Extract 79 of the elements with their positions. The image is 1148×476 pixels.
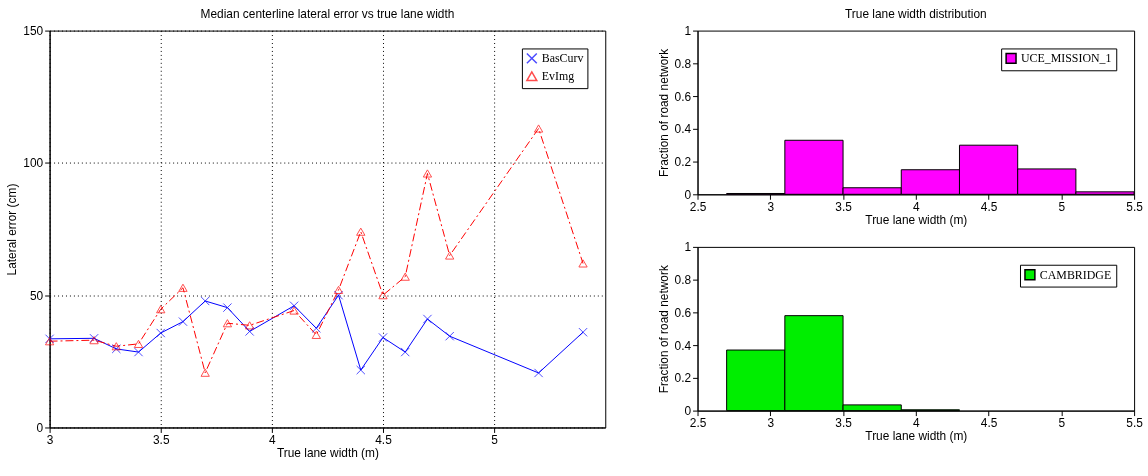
point (222, 319, 233, 328)
x-tick-label: 3.5 (152, 432, 170, 447)
point (289, 306, 299, 315)
legend-label: UCE_MISSION_1 (1021, 51, 1112, 66)
point (400, 272, 410, 281)
y-tick-label: 150 (23, 24, 44, 39)
x-tick-label: 4.5 (980, 199, 998, 214)
point (445, 331, 455, 341)
point (200, 368, 210, 377)
y-axis-title: Lateral error (cm) (5, 183, 20, 276)
point (422, 314, 433, 324)
y-tick-label: 0 (36, 420, 44, 435)
x-axis-title: True lane width (m) (276, 445, 379, 460)
point (378, 291, 388, 300)
x-tick-label: 3 (46, 432, 54, 447)
y-tick-label: 0.8 (674, 273, 692, 288)
point (311, 323, 321, 333)
x-tick-label: 5 (491, 432, 499, 447)
point (578, 259, 588, 268)
point (156, 328, 166, 338)
y-tick-label: 0 (684, 404, 692, 419)
x-tick-label: 2.5 (689, 415, 707, 430)
point (200, 296, 210, 306)
x-tick-label: 4 (913, 415, 920, 430)
y-axis-title: Fraction of road network (656, 48, 671, 178)
point (178, 316, 188, 327)
chart-title: Median centerline lateral error vs true lane width (200, 6, 455, 21)
point (356, 227, 366, 236)
x-axis-title: True lane width (m) (865, 212, 968, 227)
legend-label: BasCurv (541, 51, 584, 66)
point (156, 305, 166, 314)
point (578, 327, 588, 337)
y-tick-label: 50 (29, 288, 44, 303)
x-tick-label: 5.5 (1126, 199, 1144, 214)
point (333, 285, 344, 294)
x-tick-label: 4 (913, 199, 920, 214)
y-tick-label: 0.6 (674, 89, 692, 104)
point (445, 251, 455, 260)
y-tick-label: 0.6 (674, 305, 692, 320)
point (356, 365, 366, 375)
y-tick-label: 0.4 (674, 122, 692, 137)
point (422, 169, 433, 178)
point (533, 368, 544, 378)
point (244, 326, 255, 337)
x-tick-label: 5 (1058, 415, 1066, 430)
x-tick-label: 5 (1058, 199, 1066, 214)
point (333, 290, 344, 300)
x-tick-label: 4 (269, 432, 277, 447)
x-tick-label: 4.5 (375, 432, 393, 447)
x-tick-label: 3 (767, 415, 775, 430)
point (311, 330, 321, 339)
x-tick-label: 3.5 (835, 199, 853, 214)
y-tick-label: 0 (684, 187, 692, 202)
x-axis-title: True lane width (m) (865, 428, 968, 443)
point (378, 332, 388, 343)
point (289, 301, 299, 311)
y-tick-label: 0.2 (674, 155, 692, 170)
x-tick-label: 5.5 (1126, 415, 1144, 430)
chart-title: True lane width distribution (844, 6, 987, 21)
x-tick-label: 3.5 (835, 415, 853, 430)
point (533, 124, 544, 133)
x-tick-label: 4.5 (980, 415, 998, 430)
point (133, 347, 144, 357)
y-tick-label: 1 (684, 240, 692, 255)
x-tick-label: 2.5 (689, 199, 707, 214)
y-tick-label: 0.2 (674, 371, 692, 386)
x-tick-label: 3 (767, 199, 775, 214)
y-axis-title: Fraction of road network (656, 265, 671, 394)
point (222, 302, 233, 313)
y-tick-label: 0.4 (674, 338, 692, 353)
legend-label: EvImg (541, 69, 575, 84)
y-tick-label: 0.8 (674, 56, 692, 71)
point (244, 321, 255, 330)
legend-label: CAMBRIDGE (1039, 267, 1112, 282)
point (178, 283, 188, 292)
y-tick-label: 100 (23, 156, 44, 171)
point (133, 339, 144, 348)
point (400, 347, 410, 357)
y-tick-label: 1 (684, 24, 692, 39)
